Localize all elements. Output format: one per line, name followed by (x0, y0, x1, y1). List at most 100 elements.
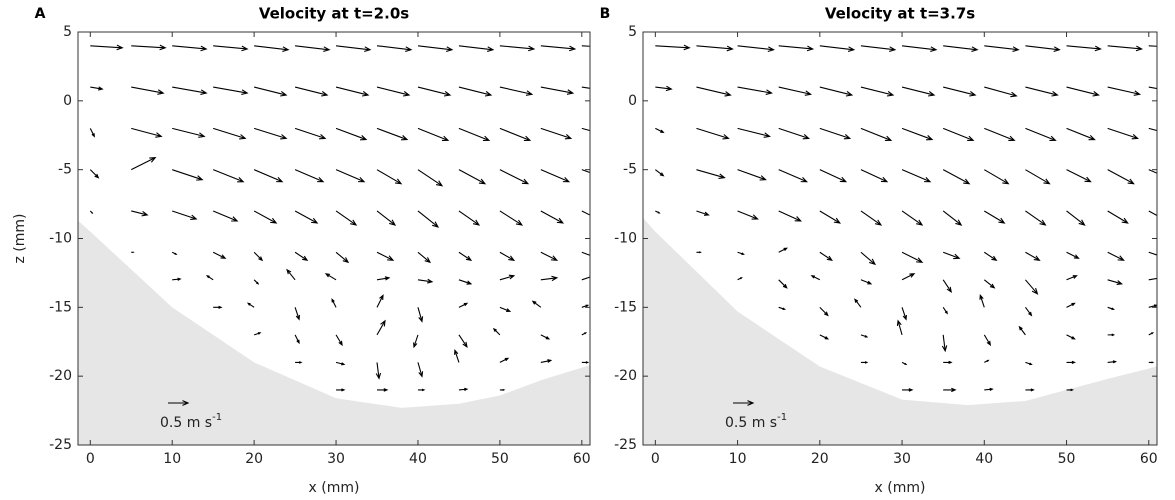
velocity-arrow (696, 127, 730, 140)
x-tick-label: 30 (327, 451, 345, 467)
velocity-arrow (205, 275, 214, 281)
velocity-arrow (212, 210, 239, 222)
velocity-arrow (696, 210, 710, 216)
velocity-arrow (1107, 360, 1118, 364)
velocity-arrow (860, 334, 869, 338)
velocity-arrow (253, 127, 288, 140)
scale-text: 0.5 m s (725, 415, 777, 431)
velocity-arrow (984, 387, 994, 391)
velocity-arrow (458, 45, 495, 52)
velocity-arrow (860, 279, 873, 285)
velocity-arrow (778, 169, 808, 183)
velocity-arrow (581, 361, 590, 364)
y-tick-label: -5 (58, 162, 72, 178)
velocity-arrow (1025, 210, 1047, 226)
scale-label: 0.5 m s-1 (160, 412, 222, 431)
velocity-arrow (901, 251, 924, 263)
velocity-arrow (778, 306, 787, 311)
velocity-arrow (1148, 332, 1155, 336)
velocity-arrow (540, 334, 551, 340)
velocity-arrow (1025, 45, 1061, 52)
velocity-arrow (1148, 251, 1157, 256)
velocity-arrow (942, 169, 971, 185)
panel-letter: B (600, 6, 611, 22)
velocity-arrow (1107, 251, 1125, 261)
scale-arrow (168, 400, 190, 406)
velocity-arrow (458, 251, 473, 262)
velocity-arrow (1025, 361, 1033, 366)
x-tick-label: 60 (573, 451, 591, 467)
velocity-arrow (1148, 169, 1157, 174)
velocity-arrow (778, 210, 802, 222)
velocity-arrow (335, 169, 366, 183)
velocity-arrow (295, 361, 303, 364)
chart-title: Velocity at t=2.0s (259, 5, 409, 23)
arrows (655, 44, 1157, 406)
velocity-arrow (581, 169, 590, 174)
velocity-arrow (778, 45, 815, 52)
velocity-arrow (979, 293, 985, 308)
velocity-arrow (860, 86, 895, 97)
velocity-arrow (655, 44, 691, 51)
velocity-arrow (778, 86, 813, 96)
y-tick-label: -15 (49, 299, 72, 315)
velocity-arrow (1066, 210, 1086, 226)
velocity-arrow (499, 45, 536, 52)
velocity-arrow (376, 169, 403, 185)
velocity-arrow (294, 251, 309, 262)
velocity-arrow (499, 274, 516, 281)
panel: 0.5 m s-10 10 20 30 40 50 60-25-20-15-10-505Ve… (600, 5, 1158, 497)
x-tick-label: 0 (86, 451, 95, 467)
velocity-arrow (819, 45, 856, 52)
velocity-arrow (581, 274, 590, 281)
velocity-arrow (90, 44, 124, 51)
velocity-arrow (943, 86, 977, 97)
velocity-arrow (942, 279, 952, 293)
velocity-arrow (171, 251, 178, 255)
velocity-arrow (1066, 86, 1100, 97)
y-tick-label: -20 (49, 368, 72, 384)
velocity-arrow (696, 45, 734, 52)
velocity-arrow (335, 210, 358, 226)
velocity-arrow (253, 210, 278, 224)
velocity-arrow (860, 210, 883, 226)
velocity-arrow (1148, 86, 1157, 90)
x-tick-label: 40 (409, 451, 427, 467)
velocity-arrow (901, 307, 907, 321)
velocity-arrow (131, 210, 149, 217)
velocity-arrow (737, 86, 773, 95)
velocity-arrow (1107, 279, 1124, 285)
velocity-arrow (983, 279, 996, 289)
velocity-arrow (540, 127, 573, 140)
velocity-arrow (417, 307, 424, 323)
velocity-arrow (860, 169, 889, 183)
y-tick-label: -10 (614, 231, 637, 247)
velocity-arrow (172, 169, 204, 181)
velocity-arrow (376, 276, 391, 281)
velocity-arrow (335, 45, 372, 52)
x-tick-label: 30 (893, 451, 911, 467)
scale-exponent: -1 (777, 412, 787, 423)
velocity-arrow (943, 387, 957, 393)
velocity-arrow (1025, 127, 1057, 142)
velocity-arrow (458, 387, 469, 391)
y-tick-label: 0 (63, 93, 72, 109)
velocity-arrow (1018, 325, 1026, 336)
velocity-arrow (1025, 388, 1035, 392)
velocity-arrow (376, 210, 397, 226)
velocity-arrow (1107, 45, 1144, 52)
velocity-arrow (819, 169, 848, 183)
velocity-arrow (1107, 127, 1140, 140)
velocity-arrow (1025, 279, 1039, 295)
velocity-arrow (499, 127, 532, 142)
velocity-arrow (253, 251, 264, 262)
velocity-arrow (131, 44, 167, 51)
y-tick-label: 5 (63, 24, 72, 40)
velocity-arrow (540, 359, 553, 363)
velocity-arrow (737, 277, 743, 281)
velocity-arrow (540, 45, 577, 52)
velocity-arrow (336, 388, 346, 392)
velocity-arrow (246, 302, 255, 308)
y-tick-label: -25 (49, 437, 72, 453)
